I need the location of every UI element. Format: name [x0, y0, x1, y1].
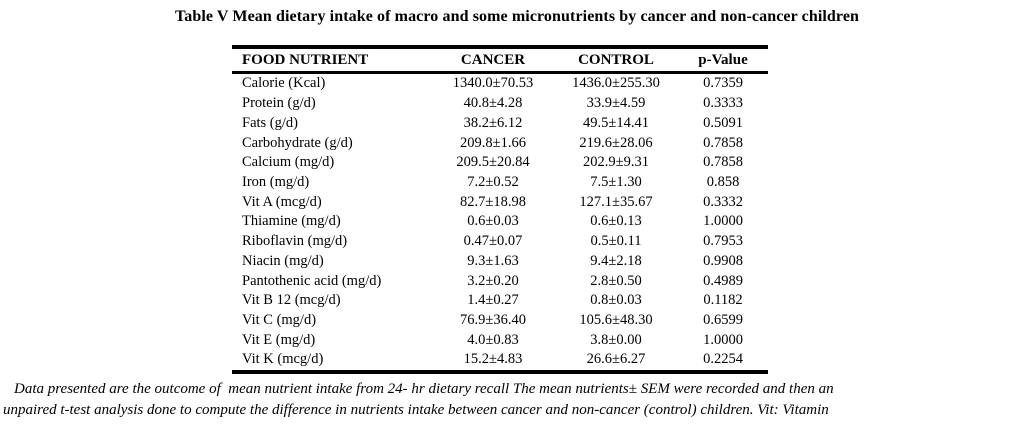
cell-p-value: 0.7953 [703, 233, 743, 250]
cell-nutrient: Calorie (Kcal) [242, 75, 326, 92]
cell-cancer: 38.2±6.12 [463, 114, 523, 131]
table-row: Vit K (mcg/d) 15.2±4.83 26.6±6.27 0.2254 [232, 350, 768, 370]
table-row: Vit B 12 (mcg/d) 1.4±0.27 0.8±0.03 0.1182 [232, 291, 768, 311]
cell-control: 0.6±0.13 [590, 213, 642, 230]
cell-control: 0.5±0.11 [590, 233, 642, 250]
cell-cancer: 76.9±36.40 [460, 311, 526, 328]
column-header-p-value: p-Value [698, 51, 748, 68]
cell-cancer: 9.3±1.63 [467, 252, 519, 269]
cell-control: 49.5±14.41 [583, 114, 649, 131]
cell-cancer: 4.0±0.83 [467, 331, 519, 348]
cell-nutrient: Protein (g/d) [242, 95, 316, 112]
cell-cancer: 1340.0±70.53 [452, 75, 534, 92]
cell-control: 2.8±0.50 [590, 272, 642, 289]
table-row: Iron (mg/d) 7.2±0.52 7.5±1.30 0.858 [232, 173, 768, 193]
cell-nutrient: Riboflavin (mg/d) [242, 233, 348, 250]
table-row: Niacin (mg/d) 9.3±1.63 9.4±2.18 0.9908 [232, 251, 768, 271]
table-body: Calorie (Kcal) 1340.0±70.53 1436.0±255.30 0… [232, 74, 768, 370]
cell-p-value: 0.858 [706, 173, 740, 190]
cell-control: 219.6±28.06 [579, 134, 653, 151]
cell-nutrient: Fats (g/d) [242, 114, 298, 131]
cell-cancer: 7.2±0.52 [467, 173, 519, 190]
cell-nutrient: Iron (mg/d) [242, 173, 310, 190]
cell-control: 1436.0±255.30 [572, 75, 660, 92]
table-caption: Table V Mean dietary intake of macro and… [174, 8, 860, 25]
table-row: Calorie (Kcal) 1340.0±70.53 1436.0±255.30 0… [232, 74, 768, 94]
table-row: Vit E (mg/d) 4.0±0.83 3.8±0.00 1.0000 [232, 330, 768, 350]
table-footnote: Data presented are the outcome of mean n… [3, 379, 1031, 421]
data-table: FOOD NUTRIENT CANCER CONTROL p-Value Cal… [232, 45, 768, 374]
cell-p-value: 0.4989 [703, 272, 743, 289]
cell-cancer: 82.7±18.98 [460, 193, 526, 210]
table-row: Thiamine (mg/d) 0.6±0.03 0.6±0.13 1.0000 [232, 212, 768, 232]
cell-control: 0.8±0.03 [590, 292, 642, 309]
cell-nutrient: Carbohydrate (g/d) [242, 134, 353, 151]
cell-nutrient: Vit E (mg/d) [242, 331, 316, 348]
cell-control: 3.8±0.00 [590, 331, 642, 348]
cell-p-value: 0.3333 [703, 95, 743, 112]
cell-cancer: 3.2±0.20 [467, 272, 519, 289]
table-row: Vit C (mg/d) 76.9±36.40 105.6±48.30 0.6599 [232, 311, 768, 331]
cell-control: 33.9±4.59 [586, 95, 646, 112]
cell-p-value: 0.5091 [703, 114, 743, 131]
table-row: Vit A (mcg/d) 82.7±18.98 127.1±35.67 0.3332 [232, 192, 768, 212]
cell-control: 202.9±9.31 [583, 154, 649, 171]
cell-p-value: 0.1182 [703, 292, 743, 309]
cell-cancer: 40.8±4.28 [463, 95, 523, 112]
cell-cancer: 0.6±0.03 [467, 213, 519, 230]
cell-cancer: 15.2±4.83 [463, 351, 523, 368]
table-row: Riboflavin (mg/d) 0.47±0.07 0.5±0.11 0.7953 [232, 232, 768, 252]
cell-cancer: 209.8±1.66 [460, 134, 526, 151]
cell-nutrient: Vit B 12 (mcg/d) [242, 292, 341, 309]
cell-nutrient: Thiamine (mg/d) [242, 213, 341, 230]
table-row: Protein (g/d) 40.8±4.28 33.9±4.59 0.3333 [232, 94, 768, 114]
cell-control: 127.1±35.67 [579, 193, 653, 210]
column-header-food-nutrient: FOOD NUTRIENT [242, 51, 369, 68]
column-header-cancer: CANCER [460, 51, 526, 68]
cell-nutrient: Pantothenic acid (mg/d) [242, 272, 382, 289]
table-row: Calcium (mg/d) 209.5±20.84 202.9±9.31 0.785… [232, 153, 768, 173]
cell-nutrient: Vit K (mcg/d) [242, 351, 324, 368]
cell-nutrient: Calcium (mg/d) [242, 154, 335, 171]
cell-control: 7.5±1.30 [590, 173, 642, 190]
cell-p-value: 0.2254 [703, 351, 743, 368]
table-row: Fats (g/d) 38.2±6.12 49.5±14.41 0.5091 [232, 113, 768, 133]
cell-cancer: 0.47±0.07 [463, 233, 523, 250]
cell-p-value: 0.7359 [703, 75, 743, 92]
cell-p-value: 1.0000 [703, 331, 743, 348]
cell-nutrient: Niacin (mg/d) [242, 252, 324, 269]
cell-p-value: 1.0000 [703, 213, 743, 230]
column-header-control: CONTROL [578, 51, 654, 68]
table-header-row: FOOD NUTRIENT CANCER CONTROL p-Value [232, 49, 768, 74]
cell-p-value: 0.7858 [703, 154, 743, 171]
cell-p-value: 0.3332 [703, 193, 743, 210]
cell-cancer: 209.5±20.84 [456, 154, 530, 171]
cell-nutrient: Vit A (mcg/d) [242, 193, 322, 210]
cell-control: 105.6±48.30 [579, 311, 653, 328]
cell-p-value: 0.7858 [703, 134, 743, 151]
cell-p-value: 0.6599 [703, 311, 743, 328]
cell-nutrient: Vit C (mg/d) [242, 311, 317, 328]
cell-control: 26.6±6.27 [586, 351, 646, 368]
table-row: Pantothenic acid (mg/d) 3.2±0.20 2.8±0.50 0… [232, 271, 768, 291]
cell-cancer: 1.4±0.27 [467, 292, 519, 309]
footnote-line-2: unpaired t-test analysis done to compute… [3, 402, 829, 418]
footnote-line-1: Data presented are the outcome of mean n… [14, 381, 834, 397]
cell-control: 9.4±2.18 [590, 252, 642, 269]
table-row: Carbohydrate (g/d) 209.8±1.66 219.6±28.06 0… [232, 133, 768, 153]
cell-p-value: 0.9908 [703, 252, 743, 269]
